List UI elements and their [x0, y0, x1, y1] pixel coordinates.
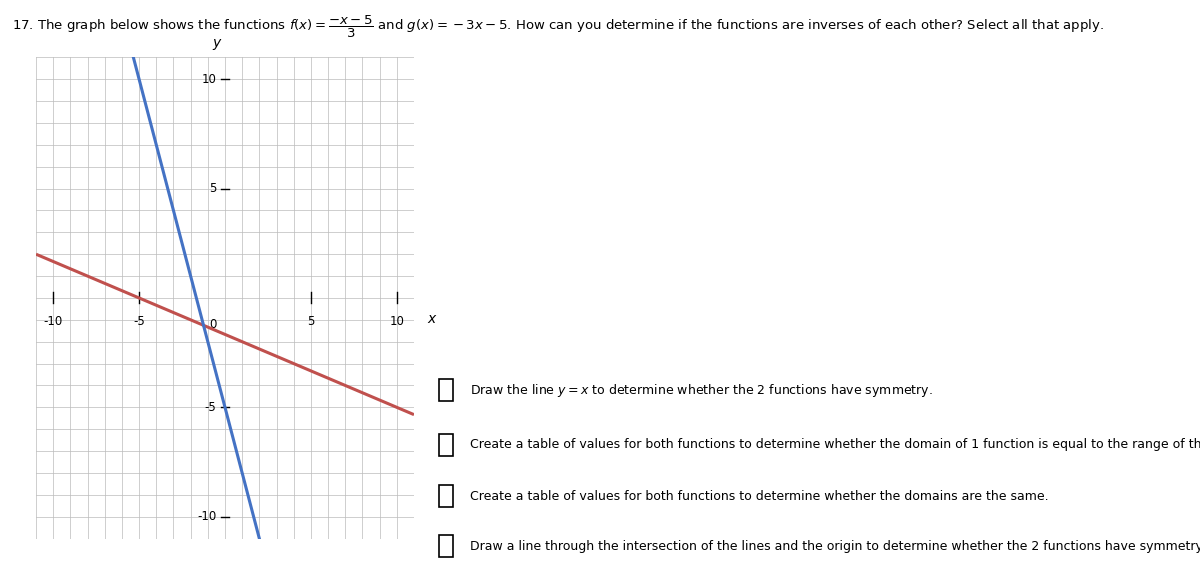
Bar: [439, 379, 452, 401]
Bar: [439, 434, 452, 456]
Text: Create a table of values for both functions to determine whether the domains are: Create a table of values for both functi…: [470, 490, 1049, 503]
Text: 5: 5: [209, 182, 216, 195]
Text: y: y: [212, 36, 221, 50]
Text: 17. The graph below shows the functions $f(x) = \dfrac{-x-5}{3}$ and $g(x) = -3x: 17. The graph below shows the functions …: [12, 14, 1104, 41]
Bar: [439, 535, 452, 557]
Text: 0: 0: [209, 317, 216, 331]
Text: 10: 10: [202, 73, 216, 86]
Text: -10: -10: [43, 316, 62, 328]
Text: x: x: [427, 312, 436, 326]
Text: Draw a line through the intersection of the lines and the origin to determine wh: Draw a line through the intersection of …: [470, 540, 1200, 552]
Text: -10: -10: [197, 510, 216, 523]
Text: Create a table of values for both functions to determine whether the domain of 1: Create a table of values for both functi…: [470, 438, 1200, 451]
Text: 5: 5: [307, 316, 314, 328]
Text: -5: -5: [133, 316, 145, 328]
Text: -5: -5: [205, 401, 216, 414]
Text: Draw the line $y = x$ to determine whether the 2 functions have symmetry.: Draw the line $y = x$ to determine wheth…: [470, 382, 934, 399]
Bar: [439, 485, 452, 507]
Text: 10: 10: [389, 316, 404, 328]
